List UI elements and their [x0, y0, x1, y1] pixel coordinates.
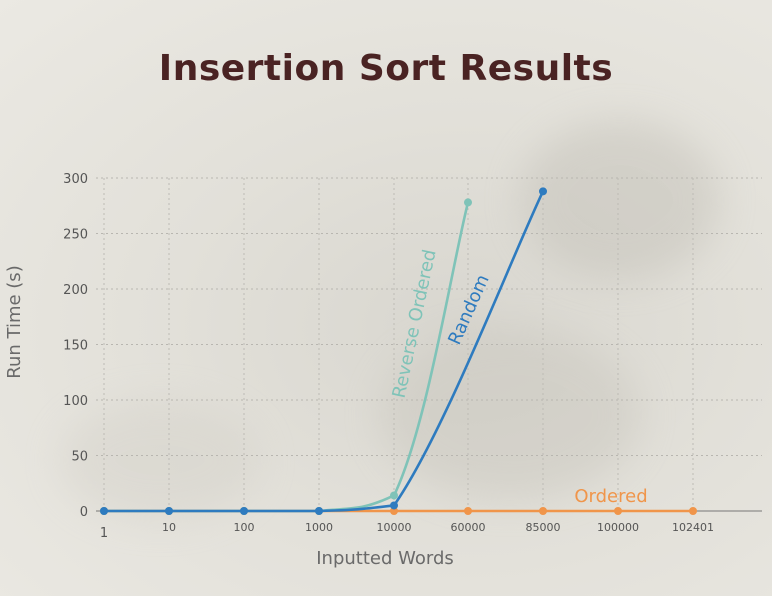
x-tick-label: 1	[100, 526, 108, 541]
y-tick-label: 50	[71, 450, 88, 465]
data-point-random	[315, 507, 323, 515]
grid	[96, 177, 762, 511]
x-tick-label: 60000	[451, 521, 486, 534]
data-point-reverse-ordered	[390, 491, 398, 500]
y-tick-label: 200	[63, 283, 88, 298]
x-tick-label: 1000	[305, 521, 333, 534]
series-label-ordered: Ordered	[574, 486, 647, 507]
background-blob	[380, 330, 640, 500]
y-axis-title: Run Time (s)	[4, 265, 25, 378]
data-point-random	[240, 507, 248, 515]
background-blob	[520, 120, 720, 280]
x-axis-title: Inputted Words	[316, 548, 454, 569]
data-point-ordered	[464, 507, 472, 515]
x-tick-label: 85000	[526, 521, 561, 534]
y-tick-label: 0	[80, 505, 88, 520]
data-point-ordered	[539, 507, 547, 515]
x-tick-label: 10000	[377, 521, 412, 534]
x-tick-label: 100	[234, 521, 255, 534]
y-tick-label: 300	[63, 172, 88, 187]
data-point-random	[539, 187, 547, 196]
y-tick-label: 100	[63, 394, 88, 409]
chart-title: Insertion Sort Results	[158, 48, 614, 89]
data-point-random	[165, 507, 173, 515]
data-point-ordered	[390, 507, 398, 515]
series-line-random	[102, 190, 545, 513]
y-tick-label: 250	[63, 228, 88, 243]
x-tick-label: 100000	[597, 521, 639, 534]
series-label-reverse-ordered: Reverse Ordered	[389, 248, 441, 400]
x-tick-label: 10	[162, 521, 176, 534]
data-point-ordered	[614, 507, 622, 515]
data-point-reverse-ordered	[464, 198, 472, 207]
y-tick-labels: 0 50 100 150 200 250 300	[63, 172, 88, 520]
x-tick-label: 102401	[672, 521, 714, 534]
data-point-random	[390, 501, 398, 510]
data-point-random	[100, 507, 108, 515]
y-tick-label: 150	[63, 339, 88, 354]
data-point-ordered	[689, 507, 697, 515]
x-tick-labels: 1 10 100 1000 10000 60000 85000 100000 102401	[100, 521, 714, 541]
background-blob	[60, 400, 260, 520]
